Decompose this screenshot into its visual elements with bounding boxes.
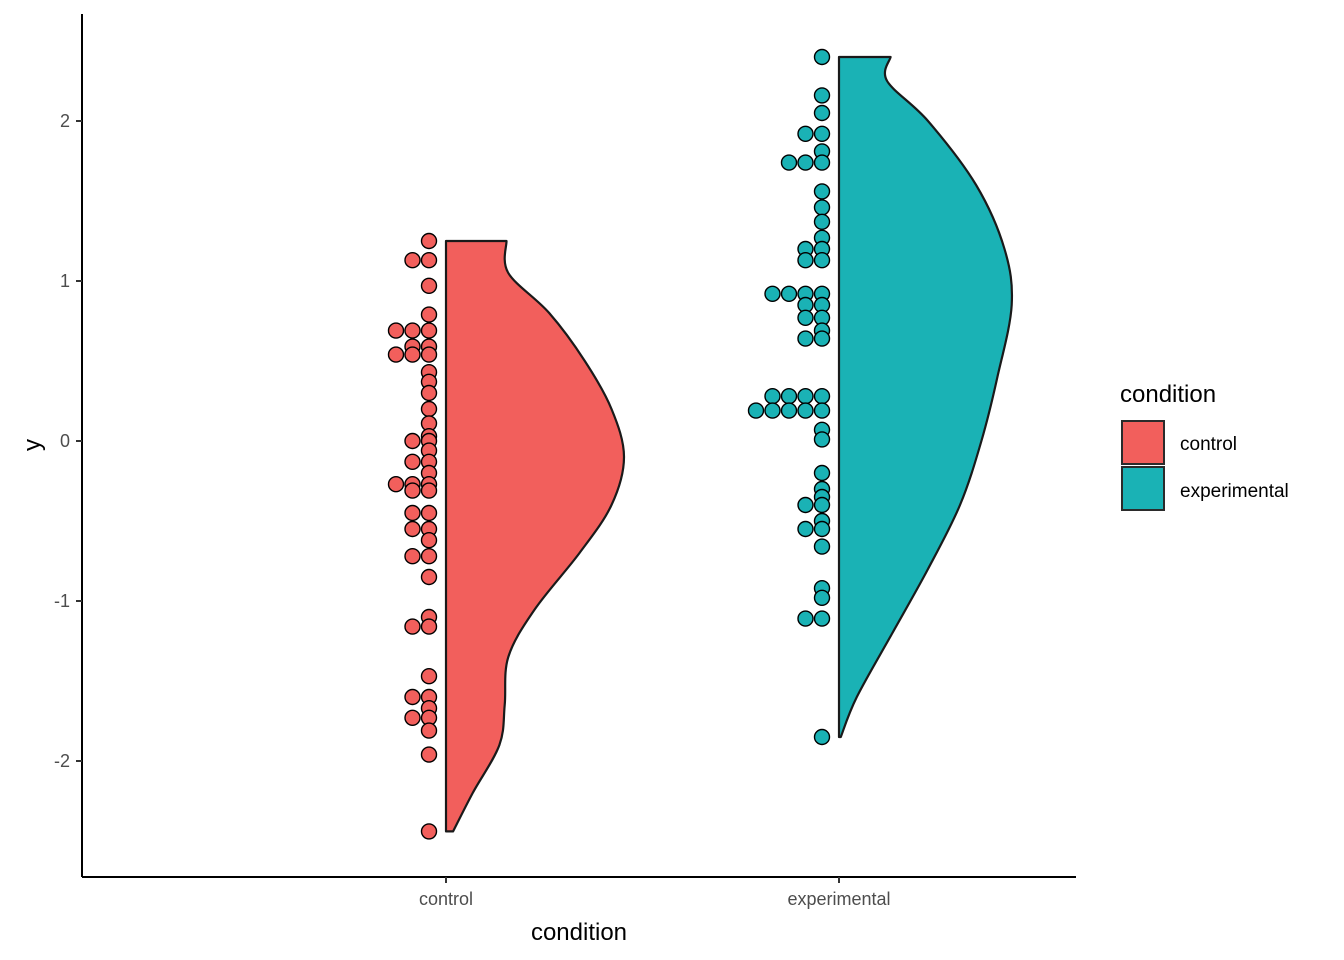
data-point-experimental xyxy=(813,104,831,122)
data-point-control xyxy=(420,504,438,522)
data-point-experimental xyxy=(813,431,831,448)
legend-label-control: control xyxy=(1180,434,1237,455)
data-point-control xyxy=(420,306,438,323)
data-point-control xyxy=(420,722,438,739)
data-point-experimental xyxy=(813,538,831,555)
data-point-experimental xyxy=(813,496,831,514)
data-point-experimental xyxy=(797,330,814,347)
data-point-experimental xyxy=(764,285,781,302)
y-tick-label: -1 xyxy=(54,591,70,611)
data-point-experimental xyxy=(780,285,798,302)
data-point-experimental xyxy=(797,154,814,171)
data-point-control xyxy=(420,252,438,269)
data-point-experimental xyxy=(797,309,814,326)
data-point-experimental xyxy=(780,154,798,171)
y-tick-label: 1 xyxy=(60,271,70,291)
legend: condition control experimental xyxy=(1120,381,1289,511)
data-point-control xyxy=(387,476,405,493)
data-point-control xyxy=(420,568,438,586)
data-point-experimental xyxy=(797,610,814,627)
data-point-experimental xyxy=(813,610,831,627)
plot-area xyxy=(387,48,1014,840)
data-point-control xyxy=(404,618,421,635)
axes: -2 -1 0 1 2 control experimental xyxy=(54,14,1076,909)
data-point-control xyxy=(404,688,421,706)
data-point-experimental xyxy=(797,125,814,143)
data-point-experimental xyxy=(797,388,814,405)
data-point-control xyxy=(404,709,421,726)
data-point-experimental xyxy=(813,87,831,104)
data-point-experimental xyxy=(813,388,831,405)
data-point-experimental xyxy=(813,520,831,538)
data-point-experimental xyxy=(813,252,831,269)
data-point-experimental xyxy=(813,125,831,143)
dots-experimental xyxy=(747,48,831,746)
x-tick-label: experimental xyxy=(787,889,890,909)
data-point-experimental xyxy=(764,402,781,419)
data-point-experimental xyxy=(813,589,831,606)
data-point-experimental xyxy=(747,402,765,419)
data-point-experimental xyxy=(797,402,814,419)
data-point-control xyxy=(420,548,438,565)
data-point-control xyxy=(404,346,421,363)
data-point-control xyxy=(387,322,405,339)
data-point-experimental xyxy=(813,199,831,216)
legend-title: condition xyxy=(1120,381,1216,408)
data-point-control xyxy=(420,384,438,402)
y-tick-label: -2 xyxy=(54,751,70,771)
data-point-control xyxy=(404,322,421,339)
data-point-experimental xyxy=(797,252,814,269)
data-point-experimental xyxy=(780,388,798,405)
y-tick-label: 2 xyxy=(60,111,70,131)
data-point-control xyxy=(420,400,438,418)
data-point-control xyxy=(404,252,421,269)
data-point-control xyxy=(404,504,421,522)
data-point-control xyxy=(404,482,421,499)
data-point-experimental xyxy=(813,213,831,231)
data-point-experimental xyxy=(813,48,831,66)
data-point-control xyxy=(420,618,438,635)
dots-control xyxy=(387,232,438,840)
violin-experimental xyxy=(837,55,1014,739)
data-point-control xyxy=(420,482,438,499)
y-axis-title: y xyxy=(19,439,46,451)
data-point-experimental xyxy=(813,183,831,200)
data-point-control xyxy=(387,346,405,363)
data-point-control xyxy=(420,823,438,840)
data-point-control xyxy=(404,520,421,538)
data-point-experimental xyxy=(813,728,831,746)
data-point-experimental xyxy=(813,464,831,482)
data-point-control xyxy=(404,432,421,450)
data-point-control xyxy=(420,346,438,363)
data-point-control xyxy=(420,668,438,685)
data-point-control xyxy=(420,232,438,250)
legend-label-experimental: experimental xyxy=(1180,481,1289,502)
x-axis-title: condition xyxy=(531,919,627,946)
data-point-experimental xyxy=(764,388,781,405)
data-point-control xyxy=(420,277,438,294)
data-point-experimental xyxy=(813,402,831,419)
data-point-experimental xyxy=(813,154,831,171)
data-point-control xyxy=(420,532,438,549)
y-tick-label: 0 xyxy=(60,431,70,451)
data-point-control xyxy=(404,548,421,565)
data-point-experimental xyxy=(797,520,814,538)
data-point-control xyxy=(420,322,438,339)
data-point-experimental xyxy=(813,330,831,347)
violin-control xyxy=(444,239,626,833)
data-point-control xyxy=(420,746,438,763)
x-tick-label: control xyxy=(419,889,473,909)
data-point-experimental xyxy=(797,496,814,514)
legend-key-control xyxy=(1121,420,1165,465)
legend-key-experimental xyxy=(1121,466,1165,511)
data-point-control xyxy=(404,453,421,470)
data-point-experimental xyxy=(780,402,798,419)
